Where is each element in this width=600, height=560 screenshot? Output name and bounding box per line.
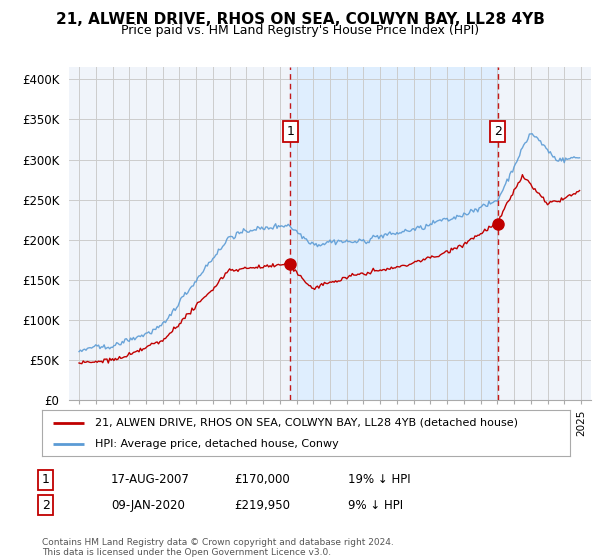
Bar [290,67,498,400]
Text: 1: 1 [286,125,294,138]
Text: Price paid vs. HM Land Registry's House Price Index (HPI): Price paid vs. HM Land Registry's House … [121,24,479,37]
Text: 17-AUG-2007: 17-AUG-2007 [111,473,190,487]
Text: £170,000: £170,000 [234,473,290,487]
Text: 1: 1 [41,473,50,487]
Text: 2: 2 [494,125,502,138]
Text: 19% ↓ HPI: 19% ↓ HPI [348,473,410,487]
Text: £219,950: £219,950 [234,498,290,512]
Text: 2: 2 [41,498,50,512]
Text: 9% ↓ HPI: 9% ↓ HPI [348,498,403,512]
Text: 21, ALWEN DRIVE, RHOS ON SEA, COLWYN BAY, LL28 4YB: 21, ALWEN DRIVE, RHOS ON SEA, COLWYN BAY… [56,12,544,27]
Text: Contains HM Land Registry data © Crown copyright and database right 2024.
This d: Contains HM Land Registry data © Crown c… [42,538,394,557]
Text: HPI: Average price, detached house, Conwy: HPI: Average price, detached house, Conw… [95,439,338,449]
Text: 21, ALWEN DRIVE, RHOS ON SEA, COLWYN BAY, LL28 4YB (detached house): 21, ALWEN DRIVE, RHOS ON SEA, COLWYN BAY… [95,418,518,428]
Text: 09-JAN-2020: 09-JAN-2020 [111,498,185,512]
